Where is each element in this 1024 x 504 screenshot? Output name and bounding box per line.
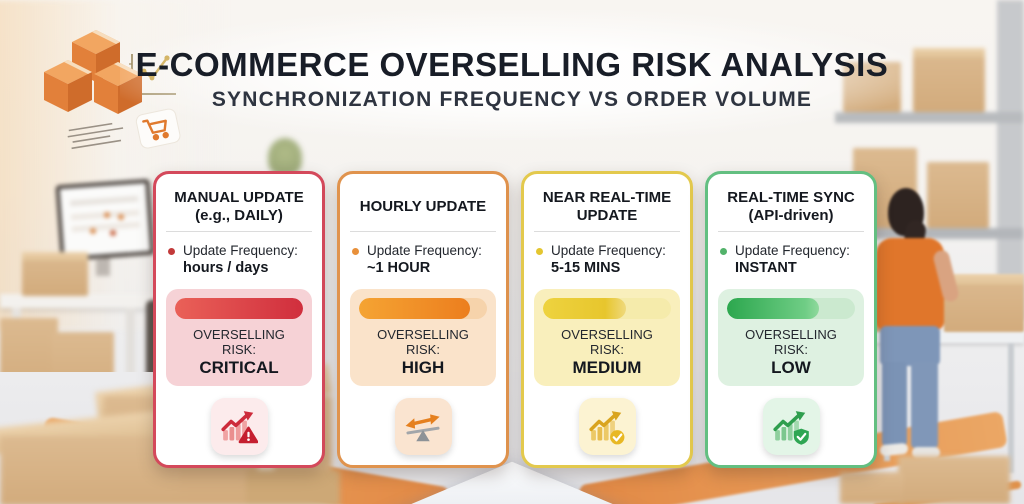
rising-chart-check-icon: [578, 398, 636, 455]
page-title: E-COMMERCE OVERSELLING RISK ANALYSIS: [135, 46, 889, 83]
table-carton-lid: [944, 274, 1024, 285]
risk-label: OVERSELLING RISK:: [745, 327, 837, 357]
risk-meter-track: [359, 298, 487, 319]
frequency-label: Update Frequency:: [735, 243, 850, 258]
packing-table-leg: [1008, 343, 1014, 473]
bullet-dot-icon: [168, 248, 175, 255]
frequency-row: Update Frequency: hours / days: [166, 243, 312, 276]
worker-shirt: [876, 238, 944, 330]
balance-arrows-icon: [394, 398, 452, 455]
risk-value: MEDIUM: [572, 358, 642, 377]
card-title: NEAR REAL-TIME UPDATE: [534, 182, 680, 232]
shelf-board: [835, 228, 1024, 239]
frequency-value: 5-15 MINS: [551, 260, 621, 276]
worker-jeans-hip: [880, 326, 940, 366]
foreground-carton: [898, 456, 1010, 504]
risk-box: OVERSELLING RISK: MEDIUM: [534, 289, 680, 386]
plant: [268, 138, 302, 176]
risk-label: OVERSELLING RISK:: [561, 327, 653, 357]
risk-box: OVERSELLING RISK: LOW: [718, 289, 864, 386]
desk-top: [0, 294, 178, 308]
shelf-carton-lid: [913, 48, 985, 58]
carton-small: [246, 470, 340, 504]
note-lines: [67, 122, 124, 150]
frequency-value: hours / days: [183, 260, 269, 276]
risk-meter-track: [727, 298, 855, 319]
risk-cards-row: MANUAL UPDATE (e.g., DAILY) Update Frequ…: [153, 171, 877, 468]
page-subtitle: SYNCHRONIZATION FREQUENCY VS ORDER VOLUM…: [211, 88, 813, 111]
monitor-screen-dots: [104, 212, 110, 218]
risk-meter-fill: [175, 298, 303, 319]
card-hourly-update: HOURLY UPDATE Update Frequency: ~1 HOUR …: [337, 171, 509, 468]
monitor: [55, 178, 155, 262]
bullet-dot-icon: [352, 248, 359, 255]
foreground-carton: [840, 472, 904, 504]
worker-shoe: [912, 447, 940, 458]
monitor-stand: [96, 258, 110, 276]
risk-meter-fill: [727, 298, 820, 319]
bullet-dot-icon: [536, 248, 543, 255]
risk-value: CRITICAL: [199, 358, 279, 377]
shelf-side-panel: [997, 0, 1024, 320]
card-manual-update: MANUAL UPDATE (e.g., DAILY) Update Frequ…: [153, 171, 325, 468]
bullet-dot-icon: [720, 248, 727, 255]
desk-leg: [126, 308, 135, 408]
risk-meter-track: [175, 298, 303, 319]
risk-label: OVERSELLING RISK:: [193, 327, 285, 357]
frequency-value: INSTANT: [735, 260, 797, 276]
risk-box: OVERSELLING RISK: CRITICAL: [166, 289, 312, 386]
rising-chart-shield-icon: [762, 398, 820, 455]
risk-value: LOW: [771, 358, 811, 377]
packing-table-top: [858, 332, 1024, 343]
card-title: HOURLY UPDATE: [350, 182, 496, 232]
frequency-row: Update Frequency: 5-15 MINS: [534, 243, 680, 276]
frequency-value: ~1 HOUR: [367, 260, 431, 276]
risk-box: OVERSELLING RISK: HIGH: [350, 289, 496, 386]
shelf-carton: [927, 162, 989, 228]
risk-meter-fill: [543, 298, 627, 319]
card-realtime-sync: REAL-TIME SYNC (API-driven) Update Frequ…: [705, 171, 877, 468]
header-backdrop: [120, 10, 910, 140]
frequency-row: Update Frequency: ~1 HOUR: [350, 243, 496, 276]
worker-leg: [882, 362, 907, 446]
worker-shoe: [879, 442, 909, 457]
frequency-label: Update Frequency:: [367, 243, 482, 258]
risk-meter-track: [543, 298, 671, 319]
risk-meter-fill: [359, 298, 471, 319]
frequency-row: Update Frequency: INSTANT: [718, 243, 864, 276]
desk-carton-lid: [22, 252, 88, 261]
shelf-board: [835, 112, 1024, 123]
risk-label: OVERSELLING RISK:: [377, 327, 469, 357]
card-title: REAL-TIME SYNC (API-driven): [718, 182, 864, 232]
frequency-label: Update Frequency:: [551, 243, 666, 258]
card-title: MANUAL UPDATE (e.g., DAILY): [166, 182, 312, 232]
carton-front-face: [0, 436, 180, 504]
worker-leg: [911, 362, 938, 448]
risk-value: HIGH: [401, 358, 445, 377]
rising-chart-warning-icon: [210, 398, 268, 455]
card-near-realtime-update: NEAR REAL-TIME UPDATE Update Frequency: …: [521, 171, 693, 468]
shelf-carton: [913, 48, 985, 112]
frequency-label: Update Frequency:: [183, 243, 298, 258]
